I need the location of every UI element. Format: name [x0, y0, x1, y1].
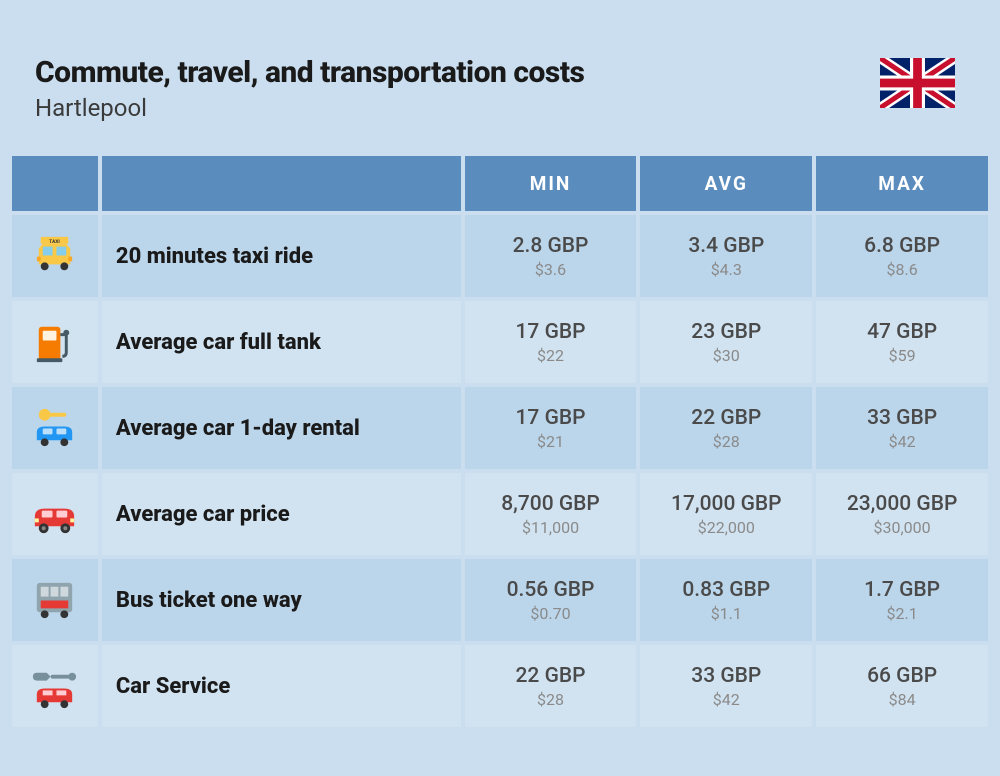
value-secondary: $42 — [822, 432, 982, 451]
title-block: Commute, travel, and transportation cost… — [35, 55, 584, 122]
page-title: Commute, travel, and transportation cost… — [35, 55, 584, 90]
row-label: Car Service — [102, 645, 461, 727]
table-row: Average car 1-day rental 17 GBP $21 22 GBP $… — [12, 387, 988, 469]
table-row: Average car price 8,700 GBP $11,000 17,000 … — [12, 473, 988, 555]
table-row: 20 minutes taxi ride 2.8 GBP $3.6 3.4 GBP $4… — [12, 215, 988, 297]
value-secondary: $22 — [471, 346, 631, 365]
table-header: MIN AVG MAX — [12, 156, 988, 211]
cell-max: 47 GBP $59 — [816, 301, 988, 383]
fuel-icon — [12, 301, 98, 383]
value-primary: 17 GBP — [471, 320, 631, 344]
cell-max: 23,000 GBP $30,000 — [816, 473, 988, 555]
row-label: 20 minutes taxi ride — [102, 215, 461, 297]
value-primary: 17 GBP — [471, 406, 631, 430]
value-secondary: $2.1 — [822, 604, 982, 623]
value-secondary: $42 — [646, 690, 806, 709]
cell-min: 8,700 GBP $11,000 — [465, 473, 637, 555]
uk-flag-icon — [880, 58, 955, 108]
header-min: MIN — [465, 156, 637, 211]
value-secondary: $21 — [471, 432, 631, 451]
header-avg: AVG — [640, 156, 812, 211]
row-label: Average car price — [102, 473, 461, 555]
row-label: Average car full tank — [102, 301, 461, 383]
page-subtitle: Hartlepool — [35, 94, 584, 122]
value-primary: 1.7 GBP — [822, 578, 982, 602]
table-row: Average car full tank 17 GBP $22 23 GBP $30 4… — [12, 301, 988, 383]
value-secondary: $0.70 — [471, 604, 631, 623]
value-secondary: $84 — [822, 690, 982, 709]
cell-avg: 33 GBP $42 — [640, 645, 812, 727]
value-secondary: $59 — [822, 346, 982, 365]
value-secondary: $30,000 — [822, 518, 982, 537]
header-max: MAX — [816, 156, 988, 211]
row-label: Average car 1-day rental — [102, 387, 461, 469]
header-blank-label — [102, 156, 461, 211]
value-primary: 22 GBP — [646, 406, 806, 430]
cell-min: 17 GBP $21 — [465, 387, 637, 469]
cell-min: 0.56 GBP $0.70 — [465, 559, 637, 641]
value-primary: 66 GBP — [822, 664, 982, 688]
cell-max: 33 GBP $42 — [816, 387, 988, 469]
value-primary: 23 GBP — [646, 320, 806, 344]
cell-avg: 0.83 GBP $1.1 — [640, 559, 812, 641]
cell-min: 17 GBP $22 — [465, 301, 637, 383]
value-secondary: $11,000 — [471, 518, 631, 537]
value-primary: 33 GBP — [822, 406, 982, 430]
table-row: Bus ticket one way 0.56 GBP $0.70 0.83 GBP $… — [12, 559, 988, 641]
value-primary: 33 GBP — [646, 664, 806, 688]
cell-avg: 23 GBP $30 — [640, 301, 812, 383]
value-primary: 6.8 GBP — [822, 234, 982, 258]
value-secondary: $3.6 — [471, 260, 631, 279]
cell-min: 22 GBP $28 — [465, 645, 637, 727]
cell-avg: 17,000 GBP $22,000 — [640, 473, 812, 555]
infographic-page: Commute, travel, and transportation cost… — [0, 0, 1000, 776]
header-blank-icon — [12, 156, 98, 211]
value-secondary: $8.6 — [822, 260, 982, 279]
value-secondary: $28 — [646, 432, 806, 451]
table-body: 20 minutes taxi ride 2.8 GBP $3.6 3.4 GBP $4… — [12, 215, 988, 727]
cell-avg: 3.4 GBP $4.3 — [640, 215, 812, 297]
value-primary: 47 GBP — [822, 320, 982, 344]
cell-avg: 22 GBP $28 — [640, 387, 812, 469]
cell-max: 1.7 GBP $2.1 — [816, 559, 988, 641]
table-row: Car Service 22 GBP $28 33 GBP $42 66 GBP $84 — [12, 645, 988, 727]
cost-table: MIN AVG MAX 20 minutes taxi ride 2.8 GBP $… — [0, 152, 1000, 731]
value-primary: 0.56 GBP — [471, 578, 631, 602]
cell-max: 66 GBP $84 — [816, 645, 988, 727]
value-secondary: $1.1 — [646, 604, 806, 623]
row-label: Bus ticket one way — [102, 559, 461, 641]
value-primary: 3.4 GBP — [646, 234, 806, 258]
value-primary: 2.8 GBP — [471, 234, 631, 258]
cell-max: 6.8 GBP $8.6 — [816, 215, 988, 297]
car-icon — [12, 473, 98, 555]
rental-icon — [12, 387, 98, 469]
taxi-icon — [12, 215, 98, 297]
value-primary: 17,000 GBP — [646, 492, 806, 516]
value-secondary: $28 — [471, 690, 631, 709]
header: Commute, travel, and transportation cost… — [0, 0, 1000, 152]
bus-icon — [12, 559, 98, 641]
value-primary: 0.83 GBP — [646, 578, 806, 602]
value-secondary: $22,000 — [646, 518, 806, 537]
value-secondary: $4.3 — [646, 260, 806, 279]
cell-min: 2.8 GBP $3.6 — [465, 215, 637, 297]
value-primary: 22 GBP — [471, 664, 631, 688]
value-primary: 8,700 GBP — [471, 492, 631, 516]
service-icon — [12, 645, 98, 727]
value-secondary: $30 — [646, 346, 806, 365]
value-primary: 23,000 GBP — [822, 492, 982, 516]
